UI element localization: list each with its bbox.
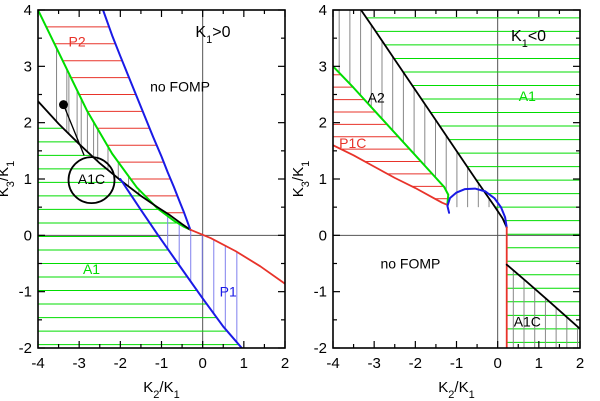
- x-tick-label: 2: [281, 355, 289, 372]
- curve-black-A2-upper: [360, 10, 508, 229]
- y-tick-label: 1: [24, 171, 32, 188]
- tick-group: [332, 9, 581, 349]
- region-label-p2: P2: [69, 33, 86, 49]
- x-tick-label: 1: [240, 355, 248, 372]
- x-tick-label: -3: [367, 355, 380, 372]
- curve-red-P1C-boundary: [333, 144, 449, 206]
- panel-left-panel: P2 no FOMP A1C A1 P1 K1>0 -4 -3 -2 -1 0 1 2 -2 -1 0 1 2 3 4…: [0, 2, 289, 401]
- x-axis-title: K2/K1: [438, 379, 474, 401]
- y-tick-label: 4: [319, 2, 327, 19]
- callout-leader-line: [62, 104, 85, 156]
- y-tick-label: 3: [24, 58, 32, 75]
- y-tick-label: -1: [19, 284, 32, 301]
- region-label-nofomp: no FOMP: [150, 78, 210, 94]
- x-tick-label: 0: [198, 355, 206, 372]
- y-tick-label: 0: [319, 227, 327, 244]
- curve-blue-P1-line: [119, 178, 243, 348]
- hatching-group: [333, 10, 580, 348]
- y-tick-label: -2: [19, 340, 32, 357]
- curve-red-A1-lower: [189, 228, 285, 285]
- region-label-a1c: A1C: [78, 171, 105, 187]
- x-axis-title: K2/K1: [143, 379, 179, 401]
- condition-label-k1-negative: K1<0: [511, 28, 546, 50]
- panel-right-panel: A2 P1C A1 no FOMP A1C K1<0 -4 -3 -2 -1 0 1 2 -2 -1 0 1 2 3…: [290, 2, 584, 401]
- y-axis-title: K3/K1: [290, 161, 312, 197]
- region-label-a1: A1: [519, 88, 536, 104]
- curve-black-A1C-boundary: [38, 100, 192, 231]
- callout-circle-a1c: [67, 156, 116, 205]
- y-tick-label: 3: [319, 58, 327, 75]
- condition-label-text: K1>0: [195, 24, 230, 46]
- y-tick-label: -2: [314, 340, 327, 357]
- x-tick-label: 1: [535, 355, 543, 372]
- y-axis-title: K3/K1: [0, 161, 17, 197]
- region-label-p1c: P1C: [339, 135, 366, 151]
- region-label-a1c: A1C: [514, 313, 541, 329]
- region-label-a2: A2: [368, 90, 385, 106]
- y-tick-label: -1: [314, 284, 327, 301]
- panel-inner: [333, 10, 580, 348]
- x-tick-label: -4: [326, 355, 339, 372]
- x-tick-label: -2: [114, 355, 127, 372]
- y-tick-label: 4: [24, 2, 32, 19]
- region-label-p1: P1: [220, 283, 237, 299]
- condition-label-k1-positive: K1>0: [195, 24, 230, 46]
- panel-inner: [38, 10, 285, 348]
- x-tick-label: -2: [409, 355, 422, 372]
- y-tick-label: 2: [24, 115, 32, 132]
- curve-green-A1-boundary: [333, 65, 450, 205]
- curve-black-A1C-lower: [505, 263, 580, 330]
- y-tick-label: 1: [319, 171, 327, 188]
- region-label-nofomp: no FOMP: [380, 255, 440, 271]
- x-tick-label: -4: [31, 355, 44, 372]
- x-tick-label: -1: [450, 355, 463, 372]
- y-tick-label: 0: [24, 227, 32, 244]
- y-tick-label: 2: [319, 115, 327, 132]
- x-tick-label: 2: [576, 355, 584, 372]
- x-tick-label: -3: [72, 355, 85, 372]
- tick-group: [37, 9, 286, 349]
- curve-blue-P2-P1-boundary: [102, 10, 192, 231]
- region-label-a1: A1: [83, 261, 100, 277]
- x-tick-label: -1: [155, 355, 168, 372]
- curve-green-A1-boundary: [38, 10, 192, 231]
- critical-point-marker: [59, 100, 69, 110]
- curve-blue-hook: [446, 187, 508, 229]
- x-tick-label: 0: [493, 355, 501, 372]
